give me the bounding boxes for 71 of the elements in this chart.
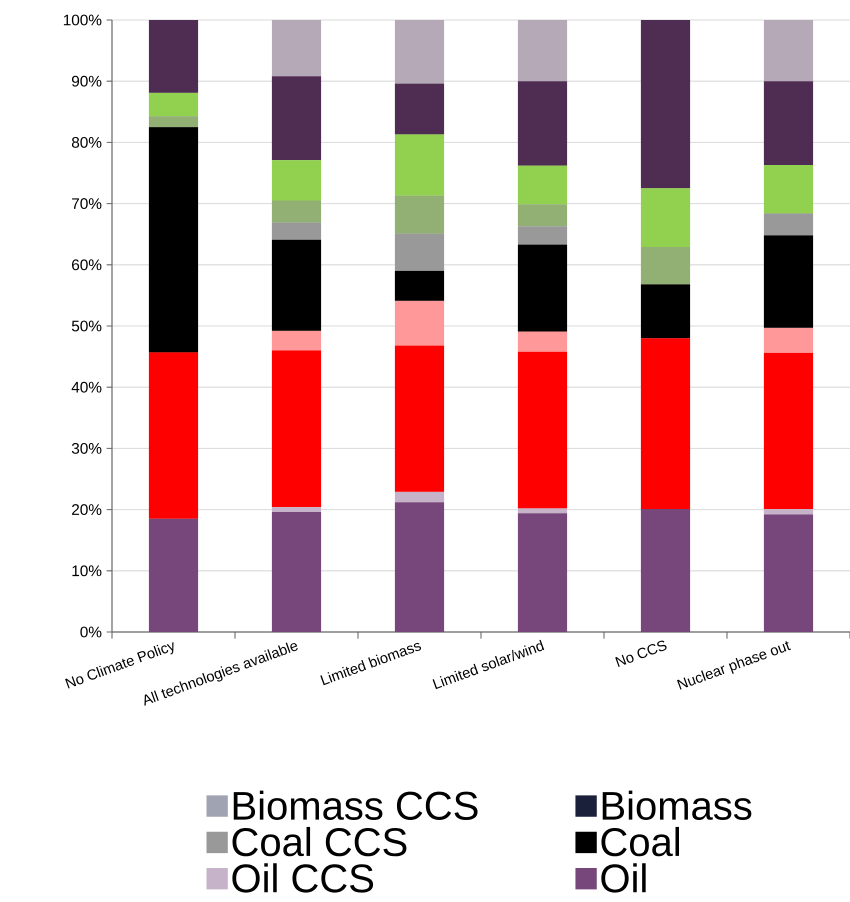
bar: [640, 508, 690, 632]
legend-label: Coal CCS: [232, 826, 406, 856]
y-tick-label: 60%: [72, 259, 102, 270]
bar: [518, 508, 568, 514]
x-tick-label: Nuclear phase out: [677, 641, 792, 690]
bar: [518, 352, 568, 508]
bar: [148, 116, 198, 128]
bar: [640, 284, 690, 338]
bar: [640, 247, 690, 284]
bar: [272, 330, 322, 350]
y-tick-label: 50%: [72, 320, 102, 332]
y-tick-label: 70%: [72, 198, 102, 210]
bar: [518, 244, 568, 332]
bar: [764, 213, 814, 236]
bar: [272, 350, 322, 508]
bar: [640, 338, 690, 509]
bar: [272, 240, 322, 331]
legend-label: Biomass: [602, 790, 752, 820]
bar: [272, 222, 322, 240]
bar: [764, 514, 814, 632]
y-tick-label: 10%: [72, 565, 102, 576]
bar: [518, 226, 568, 245]
bar: [272, 512, 322, 632]
y-tick-label: 40%: [72, 382, 102, 393]
bar: [148, 352, 198, 519]
bar: [394, 134, 444, 196]
bar: [272, 160, 322, 201]
bar: [764, 165, 814, 214]
bar: [764, 352, 814, 509]
bar: [148, 127, 198, 352]
y-tick-label: 90%: [72, 76, 102, 87]
bar: [394, 270, 444, 301]
bar: [272, 76, 322, 160]
y-tick-label: 30%: [72, 442, 102, 454]
bar: [640, 20, 690, 188]
y-tick-label: 0%: [80, 626, 102, 638]
legend-label: Oil CCS: [232, 863, 374, 893]
bar: [148, 518, 198, 632]
bar: [764, 508, 814, 514]
legend-label: Coal: [601, 826, 680, 856]
bar: [764, 328, 814, 353]
bar: [272, 20, 322, 76]
bar: [764, 20, 814, 82]
bar: [518, 81, 568, 166]
bar: [518, 332, 568, 352]
legend-label: Oil: [601, 863, 646, 893]
bar: [272, 200, 322, 223]
x-tick-label: No Climate Policy: [65, 642, 174, 689]
bar: [148, 92, 198, 116]
y-tick-label: 100%: [64, 14, 102, 26]
bar: [272, 507, 322, 512]
bar: [394, 234, 444, 271]
x-tick-label: No CCS: [615, 640, 667, 667]
bar: [764, 81, 814, 166]
bar: [148, 20, 198, 93]
bar: [394, 20, 444, 84]
bar: [394, 502, 444, 632]
bar: [394, 196, 444, 234]
bar: [394, 300, 444, 346]
bar: [518, 166, 568, 204]
bar: [518, 204, 568, 226]
y-tick-label: 20%: [72, 504, 102, 516]
bar: [394, 84, 444, 134]
bar: [764, 235, 814, 328]
bar: [394, 346, 444, 492]
legend-label: Biomass CCS: [234, 790, 478, 820]
bar: [518, 20, 568, 82]
bar: [394, 492, 444, 502]
bar: [640, 188, 690, 248]
bar: [518, 513, 568, 632]
y-tick-label: 80%: [72, 136, 102, 148]
